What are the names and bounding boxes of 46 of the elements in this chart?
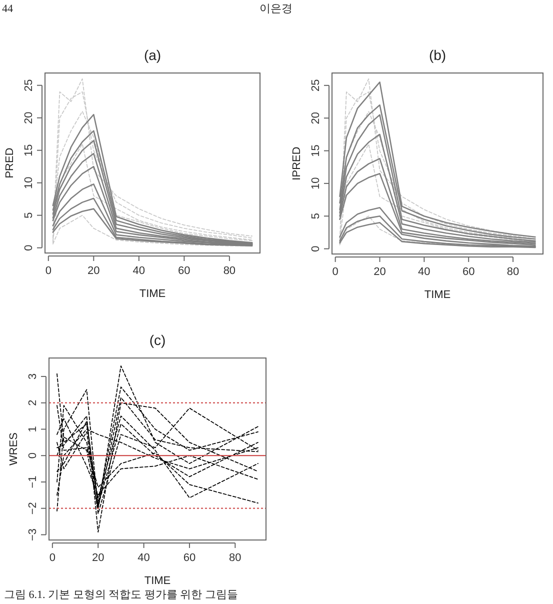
x-tick-label: 40 (132, 265, 146, 277)
y-tick-label: 25 (310, 79, 322, 92)
y-tick-label: 20 (23, 112, 35, 124)
x-tick-label: 60 (178, 265, 190, 277)
y-tick-label: −2 (27, 502, 39, 515)
x-tick-label: 80 (506, 266, 520, 278)
y-tick-label: 0 (310, 246, 322, 252)
x-tick-label: 0 (332, 266, 338, 278)
chart-title: (b) (428, 47, 446, 63)
y-tick-label: 1 (27, 426, 39, 432)
text: 이은경 (260, 3, 292, 15)
y-tick-label: 0 (23, 244, 35, 251)
x-axis-title: TIME (424, 289, 451, 301)
y-tick-label: 25 (23, 79, 35, 92)
x-axis-title: TIME (144, 575, 171, 587)
y-tick-label: 5 (23, 212, 35, 218)
x-tick-label: 20 (92, 552, 104, 564)
y-tick-label: 3 (27, 373, 39, 380)
caption: 그림 6.1. 기본 모형의 적합도 평가를 위한 그림들 (4, 589, 238, 601)
y-tick-label: 2 (27, 400, 39, 406)
x-tick-label: 80 (229, 552, 242, 564)
y-tick-label: 15 (23, 144, 35, 156)
y-tick-label: −1 (27, 476, 39, 488)
x-tick-label: 20 (374, 266, 386, 278)
y-tick-label: 20 (310, 112, 322, 124)
x-tick-label: 20 (88, 265, 100, 277)
y-tick-label: −3 (27, 528, 39, 541)
y-tick-label: 15 (310, 144, 322, 157)
x-tick-label: 40 (138, 552, 150, 564)
y-tick-label: 10 (23, 176, 35, 189)
x-tick-label: 40 (418, 266, 430, 278)
text: 44 (2, 3, 14, 15)
x-tick-label: 60 (462, 266, 475, 278)
chart-title: (c) (149, 332, 166, 348)
y-axis-title: PRED (4, 148, 16, 178)
y-axis-title: WRES (8, 432, 20, 466)
x-tick-label: 80 (223, 265, 236, 277)
y-axis-title: IPRED (291, 146, 303, 180)
chart-title: (a) (144, 47, 162, 63)
y-tick-label: 10 (310, 177, 322, 190)
x-tick-label: 60 (183, 552, 196, 564)
x-tick-label: 0 (49, 552, 56, 564)
x-axis-title: TIME (139, 288, 166, 300)
y-tick-label: 5 (310, 213, 322, 220)
y-tick-label: 0 (27, 452, 39, 459)
x-tick-label: 0 (45, 265, 52, 277)
